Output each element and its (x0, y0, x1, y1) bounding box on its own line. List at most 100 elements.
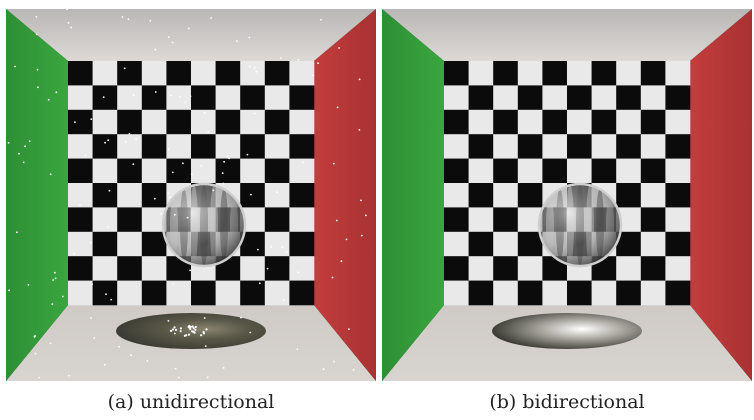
checker-square (191, 109, 216, 135)
checker-square (289, 256, 315, 281)
checker-square (289, 85, 315, 111)
noise-speckle (280, 57, 282, 59)
noise-speckle (177, 376, 180, 379)
noise-speckle (317, 62, 319, 65)
noise-speckle (340, 260, 343, 263)
noise-speckle (132, 163, 135, 166)
noise-speckle (73, 252, 75, 255)
noise-speckle (84, 154, 87, 157)
noise-speckle (253, 112, 256, 115)
checker-square (517, 85, 543, 111)
checker-square (92, 207, 118, 233)
checker-square (444, 85, 469, 111)
checker-square (191, 85, 216, 111)
checker-square (92, 256, 118, 281)
checker-square (166, 280, 192, 306)
noise-speckle (167, 320, 170, 322)
noise-speckle (107, 139, 110, 142)
checker-square (468, 61, 494, 86)
noise-speckle (189, 328, 192, 331)
noise-speckle (187, 27, 190, 30)
checker-square (68, 85, 93, 111)
noise-speckle (297, 271, 300, 274)
noise-speckle (36, 68, 39, 71)
checker-square (117, 183, 143, 208)
noise-speckle (53, 271, 56, 274)
noise-speckle (358, 129, 361, 131)
noise-speckle (47, 98, 50, 101)
noise-speckle (212, 189, 215, 192)
caption-unidirectional: (a) unidirectional (107, 391, 275, 413)
noise-speckle (170, 94, 172, 97)
checker-square (468, 183, 494, 208)
checker-square (141, 256, 167, 281)
checker-square (468, 134, 494, 159)
checker-square (591, 280, 617, 306)
checker-square (542, 109, 568, 135)
checker-square (264, 61, 290, 86)
checker-square (665, 109, 691, 135)
noise-speckle (203, 111, 206, 114)
checker-square (517, 280, 543, 306)
noise-speckle (167, 192, 170, 195)
checker-square (215, 85, 241, 111)
noise-speckle (248, 65, 251, 68)
noise-speckle (18, 152, 20, 155)
noise-speckle (91, 283, 93, 286)
noise-speckle (74, 121, 76, 123)
checker-square (141, 85, 167, 111)
checker-square (166, 61, 192, 86)
noise-speckle (171, 328, 175, 331)
noise-speckle (179, 330, 182, 333)
noise-speckle (37, 86, 39, 89)
checker-square (117, 207, 143, 233)
noise-speckle (146, 360, 149, 362)
noise-speckle (226, 155, 229, 158)
noise-speckle (194, 328, 197, 331)
checker-square (444, 109, 469, 135)
noise-speckle (188, 324, 191, 328)
checker-square (567, 61, 592, 86)
checker-square (264, 231, 290, 257)
noise-speckle (179, 327, 182, 330)
checker-square (215, 109, 241, 135)
checker-square (616, 183, 642, 208)
noise-speckle (345, 238, 348, 241)
noise-speckle (174, 328, 178, 331)
noise-speckle (90, 118, 93, 120)
noise-speckle (253, 66, 256, 69)
checker-square (567, 280, 592, 306)
checker-square (289, 158, 315, 184)
noise-speckle (200, 334, 203, 337)
checker-square (444, 207, 469, 233)
noise-speckle (184, 101, 187, 104)
noise-speckle (153, 197, 156, 200)
checker-square (517, 183, 543, 208)
checker-square (289, 109, 315, 135)
noise-speckle (183, 334, 186, 337)
render-panel-unidirectional (6, 9, 376, 381)
noise-speckle (90, 241, 92, 244)
noise-speckle (191, 330, 194, 333)
checker-square (591, 134, 617, 159)
checker-square (591, 85, 617, 111)
checker-square (493, 207, 519, 233)
noise-speckles (7, 9, 367, 379)
noise-speckle (203, 317, 206, 319)
checker-square (616, 134, 642, 159)
noise-speckle (296, 348, 299, 351)
checker-square (444, 280, 469, 306)
checker-square (616, 85, 642, 111)
checker-square (640, 231, 666, 257)
checker-square (289, 134, 315, 159)
checker-square (517, 231, 543, 257)
noise-speckle (352, 368, 355, 371)
checker-square (640, 61, 666, 86)
noise-speckle (205, 328, 208, 331)
checker-square (665, 158, 691, 184)
checker-square (444, 183, 469, 208)
noise-speckle (258, 282, 261, 285)
ceiling (6, 9, 376, 61)
noise-speckle (167, 148, 170, 151)
noise-speckle (173, 332, 176, 335)
